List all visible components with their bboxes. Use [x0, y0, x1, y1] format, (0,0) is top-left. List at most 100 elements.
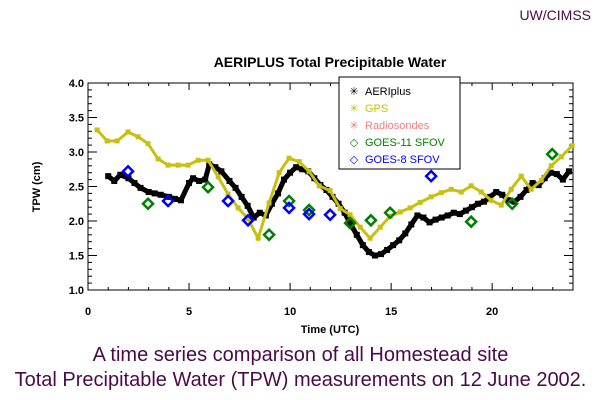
data-point-aeriplus [353, 231, 360, 238]
data-point-goes-11-sfov [141, 196, 155, 211]
data-point-aeriplus [293, 164, 300, 171]
x-tick-label: 0 [85, 306, 91, 318]
data-point-aeriplus [371, 252, 378, 259]
data-point-goes-11-sfov [464, 214, 478, 229]
caption-line-1: A time series comparison of all Homestea… [92, 344, 509, 366]
data-point-goes-11-sfov [201, 180, 215, 194]
data-point-aeriplus [137, 184, 144, 191]
data-point-gps [316, 183, 322, 189]
data-point-aeriplus [475, 200, 482, 207]
data-point-aeriplus [481, 198, 488, 205]
series-line-gps [95, 128, 574, 243]
data-point-aeriplus [171, 195, 178, 202]
data-point-goes-8-sfov [241, 213, 255, 228]
data-point-aeriplus [553, 171, 560, 178]
legend-marker-aeriplus: ✳ [349, 86, 358, 98]
data-point-aeriplus [226, 177, 233, 184]
data-point-goes-11-sfov [383, 205, 397, 220]
data-point-gps [367, 235, 373, 241]
data-point-gps [558, 154, 564, 160]
y-tick-label: 4.0 [69, 78, 84, 90]
legend-label-gps: GPS [365, 103, 388, 115]
data-point-gps [468, 183, 474, 189]
data-point-aeriplus [186, 180, 193, 187]
legend-label-radiosondes: Radiosondes [365, 120, 430, 132]
data-point-goes-11-sfov [364, 213, 378, 228]
data-point-gps [205, 157, 211, 163]
data-point-aeriplus [456, 211, 463, 218]
data-point-aeriplus [420, 214, 427, 221]
data-point-gps [165, 162, 171, 168]
data-point-gps [528, 186, 534, 192]
data-point-gps [114, 138, 120, 144]
data-point-aeriplus [238, 193, 245, 200]
data-point-aeriplus [212, 164, 219, 171]
data-point-gps [215, 174, 221, 180]
data-point-gps [448, 186, 454, 192]
data-point-gps [377, 224, 383, 230]
data-point-goes-8-sfov [121, 164, 135, 179]
data-point-goes-8-sfov [161, 194, 175, 208]
data-point-aeriplus [268, 200, 275, 207]
data-point-goes-11-sfov [282, 194, 296, 208]
data-point-goes-8-sfov [221, 194, 235, 208]
x-tick-label: 15 [385, 306, 397, 318]
data-point-aeriplus [565, 168, 572, 175]
legend-label-goes-8-sfov: GOES-8 SFOV [365, 154, 440, 166]
series-goes-11-sfov [141, 147, 559, 242]
data-point-gps [286, 155, 292, 161]
data-point-gps [94, 127, 100, 133]
data-point-gps [276, 170, 282, 176]
caption-line-2: Total Precipitable Water (TPW) measureme… [14, 369, 587, 391]
data-point-aeriplus [250, 214, 257, 221]
data-point-goes-8-sfov [323, 208, 337, 222]
data-point-gps [478, 189, 484, 195]
legend-marker-goes-8-sfov: ◇ [350, 154, 359, 166]
series-gps [94, 127, 575, 243]
data-point-aeriplus [462, 207, 469, 214]
data-point-gps [327, 188, 333, 194]
data-point-gps [235, 205, 241, 211]
data-point-aeriplus [378, 251, 385, 258]
data-point-goes-8-sfov [302, 207, 316, 221]
data-point-aeriplus [359, 242, 366, 249]
data-point-aeriplus [450, 209, 457, 216]
data-point-gps [185, 162, 191, 168]
data-point-aeriplus [487, 193, 494, 200]
x-axis-label: Time (UTC) [301, 324, 360, 336]
data-point-gps [518, 173, 524, 179]
data-point-aeriplus [131, 180, 138, 187]
data-point-gps [266, 200, 272, 206]
data-point-aeriplus [547, 169, 554, 176]
data-point-goes-8-sfov [282, 201, 296, 215]
data-point-aeriplus [111, 177, 118, 184]
data-point-gps [488, 197, 494, 203]
data-point-gps [417, 199, 423, 205]
data-point-aeriplus [256, 209, 263, 216]
data-point-goes-11-sfov [505, 196, 519, 211]
data-point-aeriplus [444, 212, 451, 219]
data-point-aeriplus [468, 204, 475, 211]
data-point-aeriplus [125, 175, 132, 182]
data-point-aeriplus [426, 219, 433, 226]
data-point-goes-11-sfov [343, 216, 357, 230]
data-point-aeriplus [117, 171, 124, 178]
data-point-aeriplus [396, 237, 403, 244]
plot-frame [87, 82, 574, 291]
data-point-gps [296, 159, 302, 165]
y-axis-label: TPW (cm) [31, 161, 43, 212]
legend-marker-radiosondes: ✳ [349, 120, 358, 132]
data-point-aeriplus [281, 176, 288, 183]
data-point-gps [357, 224, 363, 230]
data-point-aeriplus [274, 190, 281, 197]
data-point-goes-11-sfov [545, 147, 559, 161]
data-point-aeriplus [105, 173, 112, 180]
data-point-gps [498, 202, 504, 208]
data-point-aeriplus [517, 193, 524, 200]
data-point-aeriplus [559, 176, 566, 183]
series-layer [94, 127, 575, 259]
data-point-gps [347, 212, 353, 218]
y-tick-label: 1.5 [69, 251, 84, 263]
data-point-aeriplus [414, 212, 421, 219]
data-point-aeriplus [299, 166, 306, 173]
